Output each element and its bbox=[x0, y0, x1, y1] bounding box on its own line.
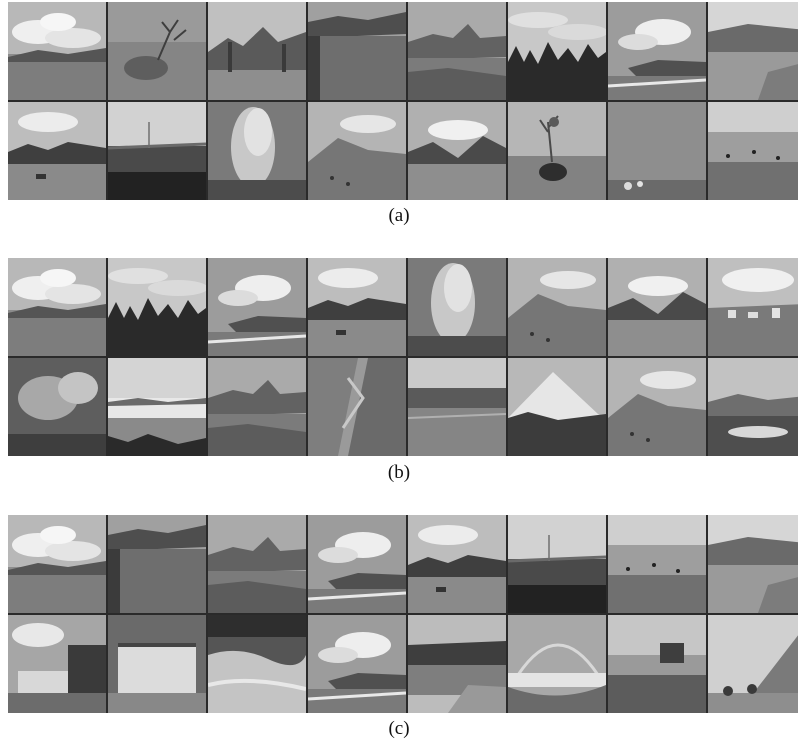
photo-tile bbox=[8, 515, 106, 613]
photo-tile bbox=[508, 515, 606, 613]
panel-a bbox=[8, 2, 798, 200]
photo-tile bbox=[308, 615, 406, 713]
photo-tile bbox=[508, 358, 606, 456]
photo-tile bbox=[8, 258, 106, 356]
photo-tile bbox=[608, 258, 706, 356]
photo-tile bbox=[608, 358, 706, 456]
photo-tile bbox=[408, 515, 506, 613]
photo-tile bbox=[708, 102, 798, 200]
photo-tile bbox=[408, 102, 506, 200]
photo-tile bbox=[308, 358, 406, 456]
photo-tile bbox=[208, 102, 306, 200]
panel-b bbox=[8, 258, 798, 456]
photo-tile bbox=[408, 358, 506, 456]
caption-a: (a) bbox=[388, 205, 410, 226]
photo-tile bbox=[108, 258, 206, 356]
photo-tile bbox=[608, 2, 706, 100]
photo-tile bbox=[508, 615, 606, 713]
photo-tile bbox=[608, 615, 706, 713]
photo-tile bbox=[208, 515, 306, 613]
image-grid-a bbox=[8, 2, 798, 200]
photo-tile bbox=[408, 258, 506, 356]
photo-tile bbox=[8, 2, 106, 100]
photo-tile bbox=[108, 102, 206, 200]
caption-c: (c) bbox=[388, 718, 410, 739]
photo-tile bbox=[508, 102, 606, 200]
photo-tile bbox=[708, 358, 798, 456]
photo-tile bbox=[508, 2, 606, 100]
photo-tile bbox=[708, 258, 798, 356]
photo-tile bbox=[408, 615, 506, 713]
photo-tile bbox=[708, 515, 798, 613]
photo-tile bbox=[8, 358, 106, 456]
photo-tile bbox=[208, 358, 306, 456]
photo-tile bbox=[308, 515, 406, 613]
photo-tile bbox=[108, 358, 206, 456]
image-grid-b bbox=[8, 258, 798, 456]
photo-tile bbox=[8, 615, 106, 713]
photo-tile bbox=[308, 102, 406, 200]
photo-tile bbox=[108, 515, 206, 613]
photo-tile bbox=[308, 258, 406, 356]
photo-tile bbox=[108, 2, 206, 100]
photo-tile bbox=[208, 258, 306, 356]
photo-tile bbox=[708, 2, 798, 100]
photo-tile bbox=[308, 2, 406, 100]
photo-tile bbox=[108, 615, 206, 713]
caption-b: (b) bbox=[387, 462, 411, 483]
photo-tile bbox=[8, 102, 106, 200]
photo-tile bbox=[208, 2, 306, 100]
photo-tile bbox=[508, 258, 606, 356]
image-grid-c bbox=[8, 515, 798, 713]
panel-c bbox=[8, 515, 798, 713]
photo-tile bbox=[208, 615, 306, 713]
photo-tile bbox=[608, 515, 706, 613]
photo-tile bbox=[708, 615, 798, 713]
photo-tile bbox=[408, 2, 506, 100]
photo-tile bbox=[608, 102, 706, 200]
